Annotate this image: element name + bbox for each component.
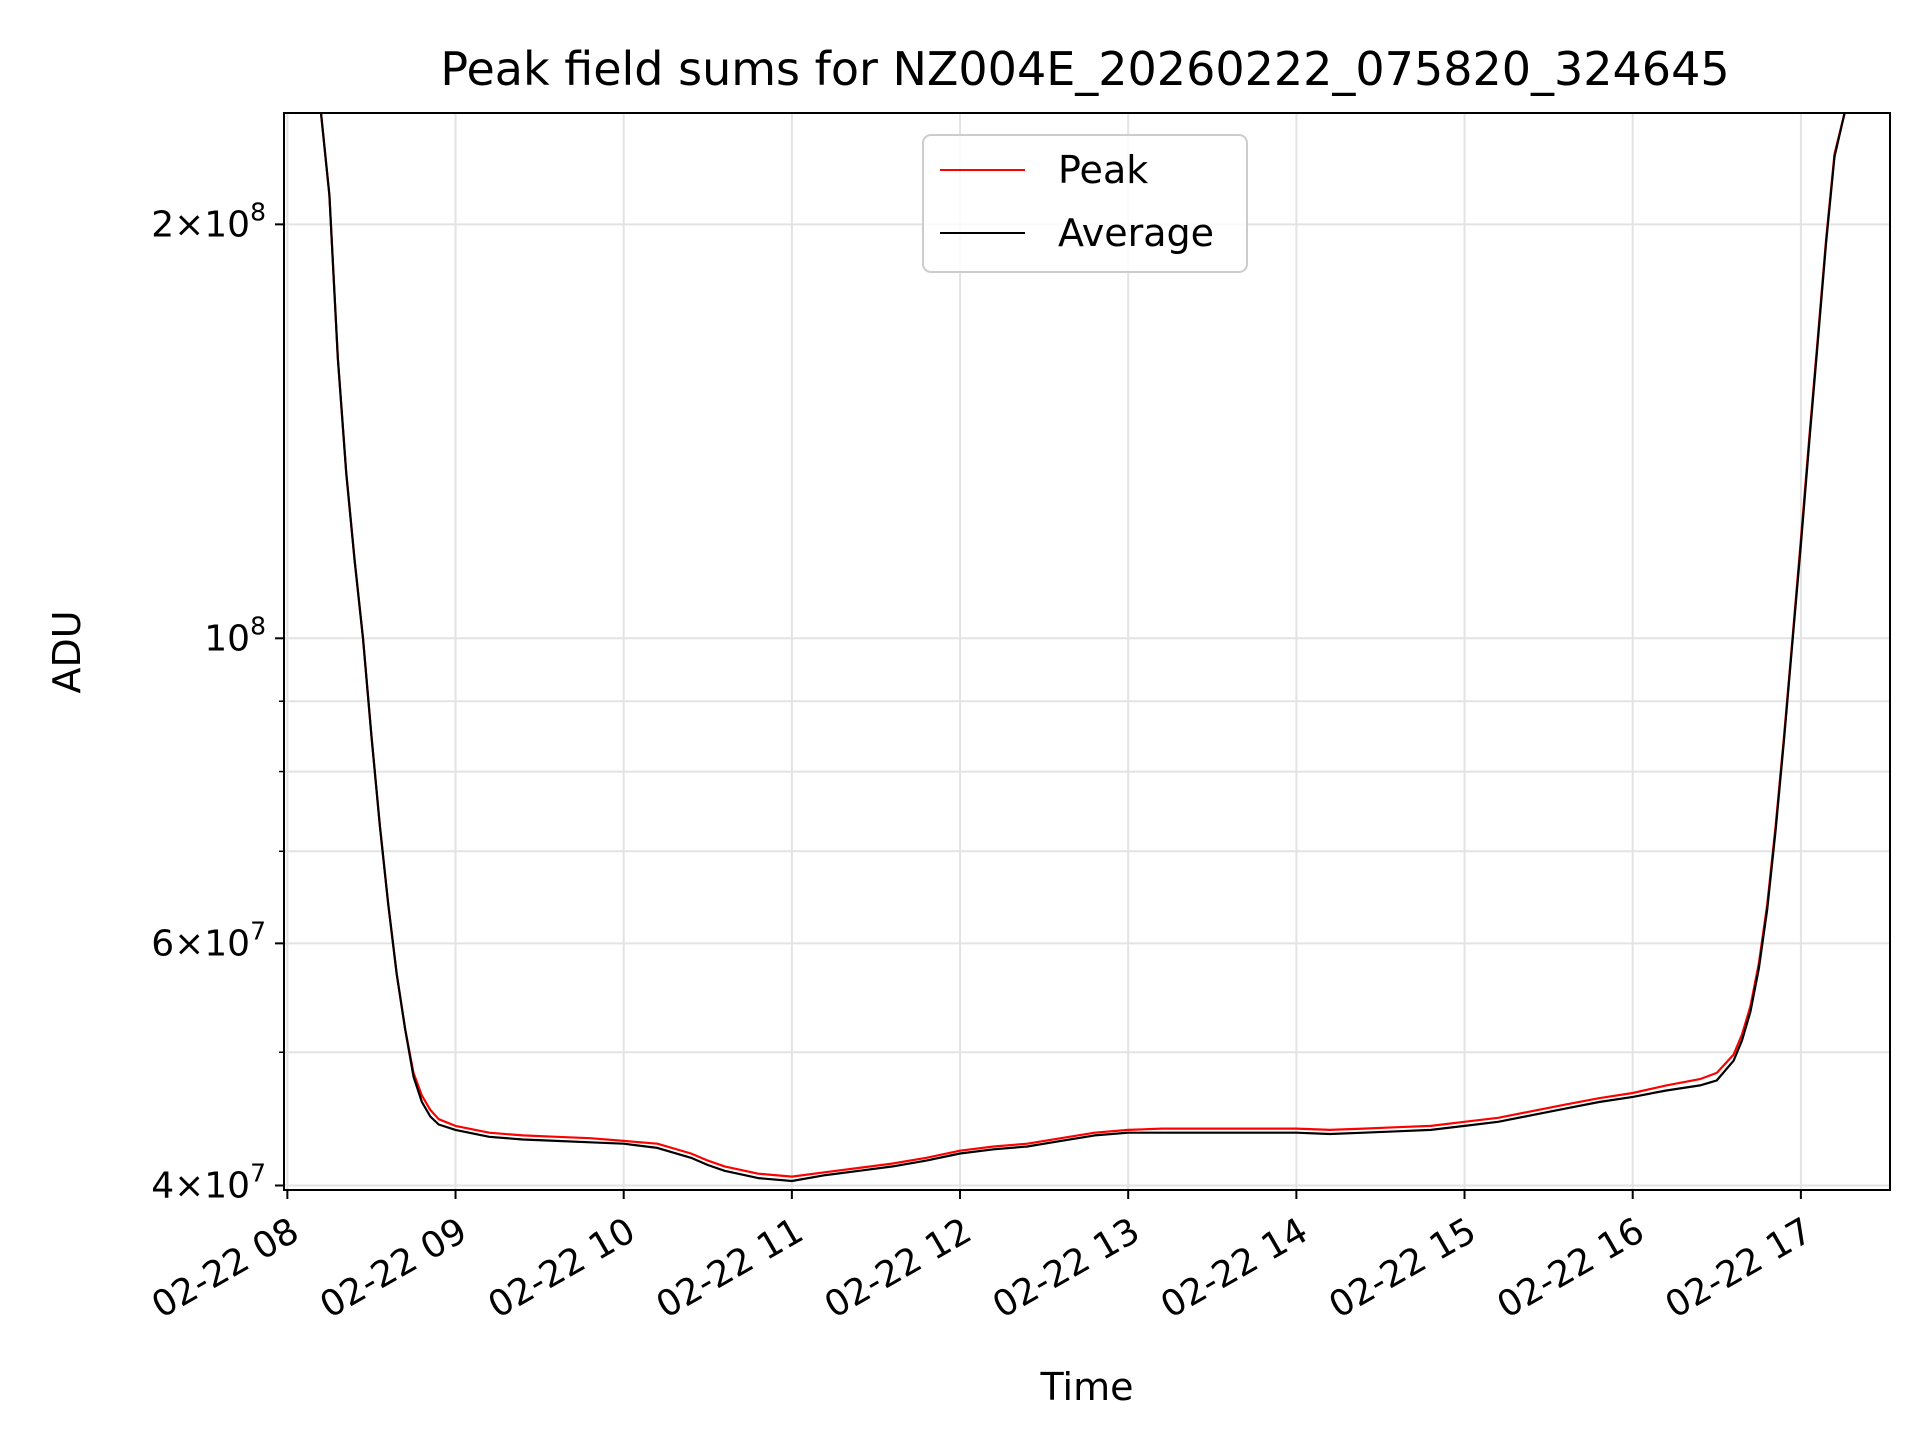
y-tick-label: 2×108 (151, 197, 266, 245)
plot-frame (283, 112, 1891, 1191)
x-axis-title: Time (1040, 1365, 1134, 1409)
y-axis: 4×107 6×107 108 2×108 (151, 197, 284, 1207)
series-line-peak (319, 113, 1846, 1178)
legend-label-peak: Peak (1058, 148, 1148, 192)
series-layer (319, 113, 1846, 1183)
series-line-average (319, 113, 1846, 1183)
y-tick-label: 4×107 (151, 1159, 266, 1207)
legend-label-average: Average (1058, 211, 1214, 255)
y-tick-label: 6×107 (151, 916, 266, 964)
legend: Peak Average (922, 134, 1248, 273)
chart-title: Peak field sums for NZ004E_20260222_0758… (440, 42, 1729, 96)
y-axis-title: ADU (45, 610, 89, 693)
grid-lines (284, 113, 1890, 1190)
y-tick-label: 108 (204, 611, 266, 659)
